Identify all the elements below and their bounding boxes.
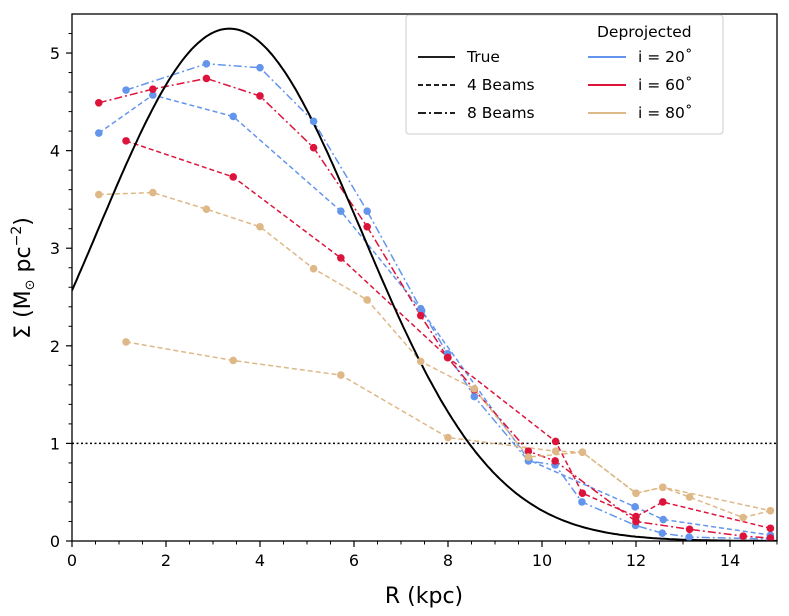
data-point xyxy=(524,453,533,461)
data-point xyxy=(309,117,318,126)
x-tick-label: 8 xyxy=(443,551,453,570)
data-point xyxy=(766,524,775,533)
data-point xyxy=(739,532,747,540)
data-point xyxy=(309,143,318,152)
data-point xyxy=(122,86,130,94)
data-point xyxy=(94,190,103,199)
x-tick-label: 4 xyxy=(255,551,265,570)
data-point xyxy=(578,489,587,497)
data-point xyxy=(551,447,560,456)
legend-label-style: True xyxy=(466,48,500,66)
data-point xyxy=(551,457,559,465)
data-point xyxy=(658,529,667,537)
data-point xyxy=(229,173,238,181)
y-tick-label: 0 xyxy=(50,532,60,551)
data-point xyxy=(256,92,264,100)
data-point xyxy=(551,437,560,446)
data-point xyxy=(149,91,157,99)
legend-label-color: i = 20˚ xyxy=(638,48,693,66)
data-point xyxy=(122,137,130,145)
series-line-3 xyxy=(98,77,771,539)
data-point xyxy=(631,503,639,511)
data-point xyxy=(470,384,479,393)
data-point xyxy=(443,353,452,362)
data-point xyxy=(122,338,130,346)
data-point xyxy=(202,74,211,83)
data-point xyxy=(149,188,157,197)
legend-header: Deprojected xyxy=(597,23,692,41)
data-point xyxy=(685,525,694,534)
x-axis-label: R (kpc) xyxy=(385,584,463,609)
y-tick-label: 4 xyxy=(50,142,60,161)
data-point xyxy=(739,513,747,522)
data-point xyxy=(337,254,345,262)
data-point xyxy=(256,63,264,72)
data-point xyxy=(470,392,479,401)
data-point xyxy=(416,311,425,320)
data-point xyxy=(256,222,264,231)
legend-label-color: i = 60˚ xyxy=(638,76,693,94)
legend-label-style: 8 Beams xyxy=(467,104,535,122)
data-point xyxy=(94,99,103,107)
data-point xyxy=(658,498,667,506)
data-point xyxy=(685,533,693,541)
x-tick-label: 12 xyxy=(626,551,646,570)
legend-label-color: i = 80˚ xyxy=(638,104,693,122)
y-tick-label: 3 xyxy=(50,239,60,258)
data-point xyxy=(363,296,371,304)
y-tick-label: 5 xyxy=(50,44,60,63)
data-point xyxy=(363,222,371,231)
data-point xyxy=(309,264,318,273)
legend-box xyxy=(405,14,724,135)
y-tick-label: 1 xyxy=(50,434,60,453)
x-tick-label: 6 xyxy=(349,551,359,570)
data-point xyxy=(658,483,667,492)
data-point xyxy=(416,304,425,313)
data-point xyxy=(363,207,371,215)
x-tick-label: 2 xyxy=(161,551,171,570)
data-point xyxy=(337,371,345,379)
data-point xyxy=(229,356,238,365)
y-axis-label: Σ (M⊙ pc−2) xyxy=(9,217,38,339)
true-curve xyxy=(72,27,777,541)
data-point xyxy=(94,129,103,137)
data-point xyxy=(632,489,640,497)
data-point xyxy=(659,515,668,524)
data-point xyxy=(578,448,587,456)
data-point xyxy=(202,59,211,68)
x-tick-label: 10 xyxy=(532,551,552,570)
y-tick-label: 2 xyxy=(50,337,60,356)
data-point xyxy=(524,447,533,456)
x-tick-label: 0 xyxy=(67,551,77,570)
series-line-4 xyxy=(98,191,771,519)
legend-label-style: 4 Beams xyxy=(467,76,535,94)
data-point xyxy=(337,207,345,215)
data-point xyxy=(229,112,238,121)
data-point xyxy=(149,85,157,93)
data-point xyxy=(416,357,425,366)
data-point xyxy=(632,517,640,526)
data-point xyxy=(685,493,694,501)
data-point xyxy=(444,433,452,442)
data-point xyxy=(766,506,775,515)
data-point xyxy=(578,498,586,506)
x-tick-label: 14 xyxy=(720,551,740,570)
legend: Deprojected True 4 Beams 8 Beams i = 20˚ i =… xyxy=(405,14,724,135)
data-point xyxy=(766,534,775,541)
data-point xyxy=(202,205,211,213)
